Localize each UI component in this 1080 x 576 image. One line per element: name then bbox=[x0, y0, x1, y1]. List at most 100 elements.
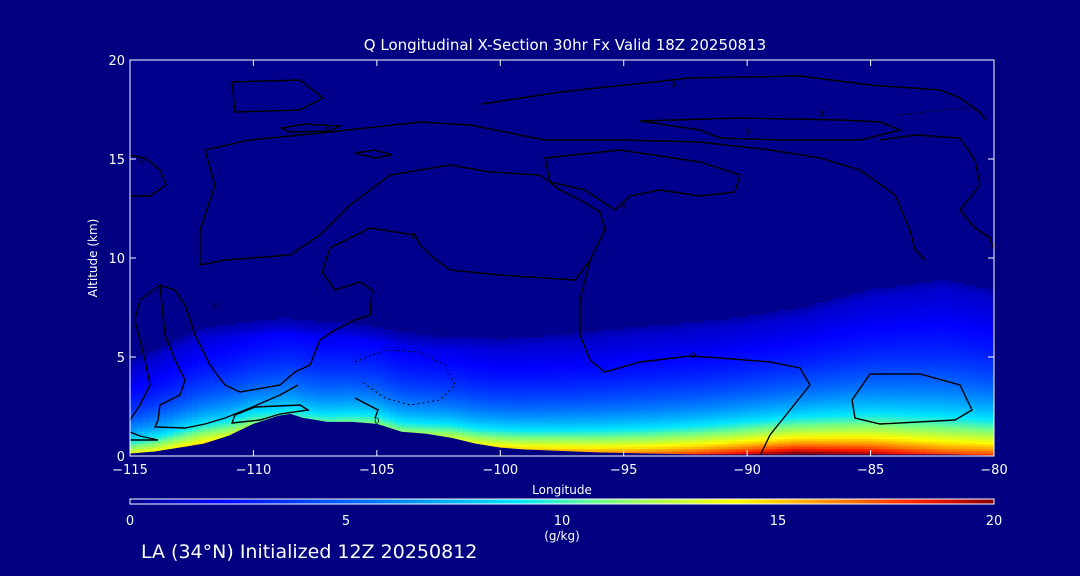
field-cell bbox=[389, 369, 396, 373]
field-cell bbox=[432, 386, 440, 390]
field-cell bbox=[228, 361, 236, 366]
field-cell bbox=[383, 391, 390, 395]
field-cell bbox=[438, 374, 446, 378]
field-cell bbox=[691, 374, 699, 378]
field-cell bbox=[234, 399, 242, 403]
field-cell bbox=[136, 389, 143, 393]
field-cell bbox=[197, 441, 205, 445]
field-cell bbox=[167, 431, 174, 435]
field-cell bbox=[703, 344, 711, 348]
field-cell bbox=[241, 339, 248, 343]
field-cell bbox=[167, 371, 174, 375]
field-cell bbox=[167, 423, 174, 427]
field-cell bbox=[475, 384, 483, 388]
field-cell bbox=[703, 446, 711, 450]
field-cell bbox=[197, 369, 205, 373]
field-cell bbox=[383, 421, 390, 425]
field-cell bbox=[722, 431, 730, 435]
field-cell bbox=[179, 369, 187, 373]
field-cell bbox=[605, 342, 612, 346]
field-cell bbox=[531, 421, 538, 425]
field-cell bbox=[321, 349, 329, 353]
field-cell bbox=[611, 423, 619, 427]
field-cell bbox=[364, 408, 372, 413]
field-cell bbox=[617, 389, 625, 393]
field-cell bbox=[364, 366, 372, 370]
field-cell bbox=[376, 337, 384, 341]
field-cell bbox=[420, 428, 427, 432]
field-cell bbox=[580, 369, 588, 373]
field-cell bbox=[469, 344, 477, 348]
field-cell bbox=[734, 436, 742, 440]
field-cell bbox=[142, 366, 150, 370]
field-cell bbox=[722, 376, 730, 380]
field-cell bbox=[191, 347, 199, 351]
field-cell bbox=[617, 344, 625, 348]
field-cell bbox=[204, 376, 211, 380]
field-cell bbox=[524, 364, 532, 368]
field-cell bbox=[660, 342, 668, 346]
field-cell bbox=[376, 352, 384, 356]
field-cell bbox=[728, 451, 736, 455]
field-cell bbox=[728, 327, 736, 331]
field-cell bbox=[617, 384, 625, 388]
field-cell bbox=[500, 411, 508, 415]
field-cell bbox=[130, 446, 137, 450]
field-cell bbox=[395, 401, 403, 405]
field-cell bbox=[204, 337, 211, 341]
field-cell bbox=[222, 433, 230, 437]
field-cell bbox=[228, 404, 236, 408]
field-cell bbox=[487, 438, 495, 442]
field-cell bbox=[364, 349, 372, 353]
field-cell bbox=[568, 448, 575, 452]
field-cell bbox=[685, 339, 693, 343]
field-cell bbox=[457, 376, 464, 380]
field-cell bbox=[475, 399, 483, 403]
field-cell bbox=[432, 359, 440, 363]
field-cell bbox=[222, 426, 230, 430]
field-cell bbox=[358, 389, 366, 393]
field-cell bbox=[679, 339, 687, 343]
field-cell bbox=[204, 391, 211, 395]
field-cell bbox=[697, 337, 705, 341]
field-cell bbox=[142, 441, 150, 445]
field-cell bbox=[210, 352, 217, 356]
field-cell bbox=[284, 408, 292, 413]
field-cell bbox=[160, 394, 168, 398]
field-cell bbox=[210, 389, 217, 393]
field-cell bbox=[636, 342, 643, 346]
field-cell bbox=[389, 406, 396, 410]
field-cell bbox=[716, 438, 724, 442]
field-cell bbox=[259, 411, 267, 415]
field-cell bbox=[234, 401, 242, 405]
field-cell bbox=[666, 366, 674, 370]
field-cell bbox=[370, 408, 378, 413]
field-cell bbox=[253, 386, 261, 390]
field-cell bbox=[290, 327, 298, 331]
field-cell bbox=[401, 354, 409, 358]
field-cell bbox=[562, 413, 569, 417]
field-cell bbox=[130, 408, 137, 413]
field-cell bbox=[265, 329, 273, 333]
field-cell bbox=[284, 386, 292, 390]
field-cell bbox=[660, 334, 668, 338]
field-cell bbox=[210, 347, 217, 351]
field-cell bbox=[210, 334, 217, 338]
field-cell bbox=[265, 322, 273, 326]
field-cell bbox=[636, 329, 643, 333]
field-cell bbox=[722, 349, 730, 353]
field-cell bbox=[543, 354, 551, 358]
field-cell bbox=[154, 381, 162, 385]
field-cell bbox=[302, 349, 310, 353]
field-cell bbox=[605, 359, 612, 363]
field-cell bbox=[568, 359, 575, 363]
field-cell bbox=[580, 354, 588, 358]
field-cell bbox=[481, 408, 489, 413]
field-cell bbox=[728, 376, 736, 380]
field-cell bbox=[191, 344, 199, 348]
field-cell bbox=[685, 399, 693, 403]
field-cell bbox=[308, 339, 316, 343]
field-cell bbox=[346, 411, 353, 415]
field-cell bbox=[259, 391, 267, 395]
field-cell bbox=[481, 406, 489, 410]
